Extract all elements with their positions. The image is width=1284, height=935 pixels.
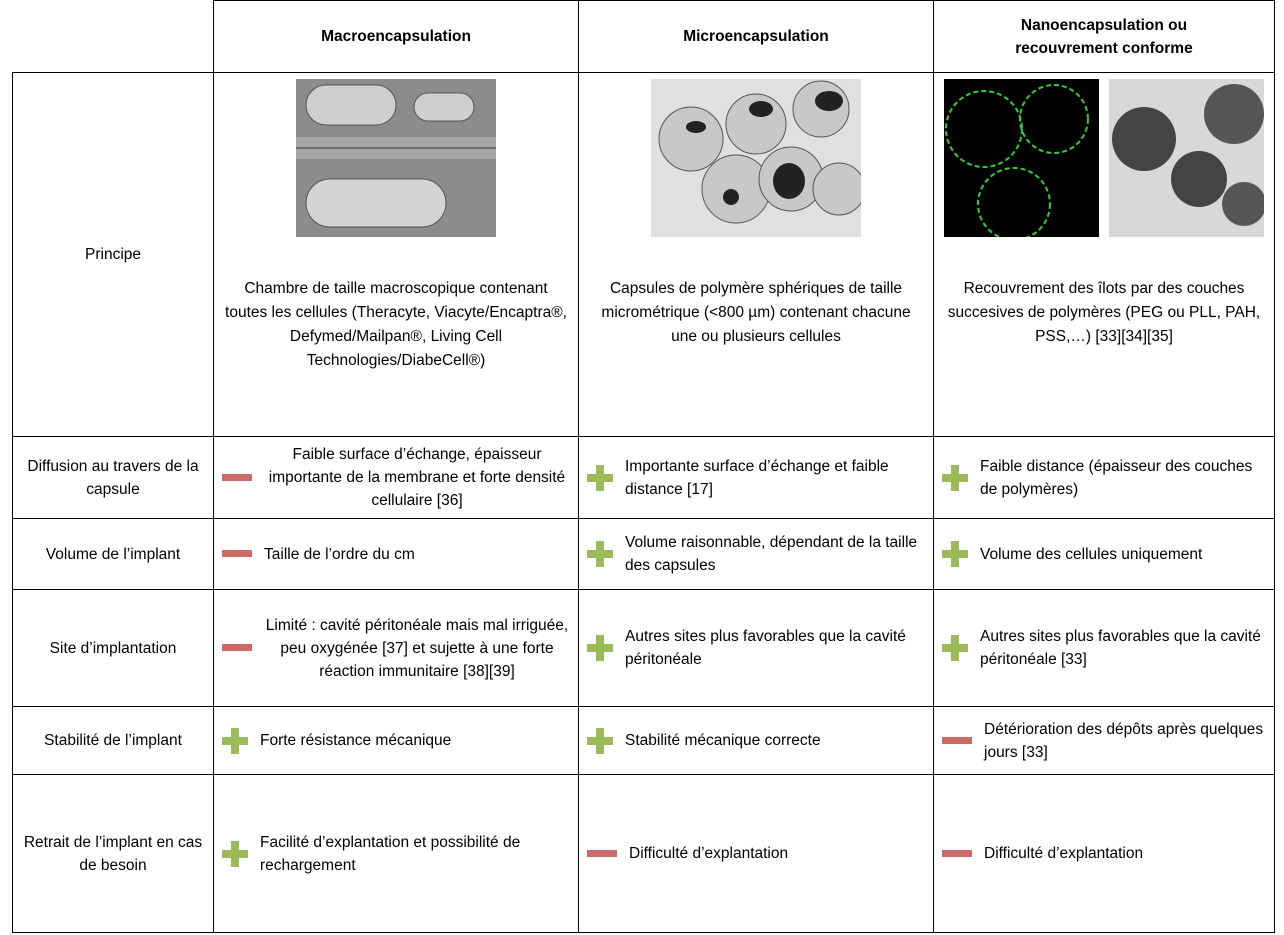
nano-images [944,79,1264,237]
plus-icon [587,727,613,754]
cell-text: Autres sites plus favorables que la cavi… [625,628,906,668]
cell-text: Taille de l’ordre du cm [264,545,415,563]
row-label: Stabilité de l’implant [12,706,214,775]
cell: Autres sites plus favorables que la cavi… [578,589,934,707]
plus-icon [587,541,613,567]
minus-icon [942,736,972,744]
cell: Forte résistance mécanique [213,706,579,775]
plus-icon [942,635,968,661]
cell-text: Importante surface d’échange et faible d… [625,457,889,498]
plus-icon [942,464,968,491]
macro-image [296,79,496,237]
plus-icon [222,727,248,754]
cell: Faible surface d’échange, épaisseur impo… [213,436,579,519]
comparison-table: Macroencapsulation Microencapsulation Na… [12,0,1275,933]
corner-cell [12,0,214,73]
cell-text: Forte résistance mécanique [260,732,452,749]
row-label: Site d’implantation [12,589,214,707]
header-row: Macroencapsulation Microencapsulation Na… [12,0,1275,73]
cell-text: Facilité d’explantation et possibilité d… [260,833,521,874]
cell: Difficulté d’explantation [933,774,1275,933]
cell: Faible distance (épaisseur des couches d… [933,436,1275,519]
cell: Recouvrement des îlots par des couches s… [933,72,1275,437]
cell-text: Difficulté d’explantation [984,845,1144,862]
cell-text: Capsules de polymère sphériques de taill… [601,280,911,345]
cell: Difficulté d’explantation [578,774,934,933]
header-cell: Macroencapsulation [213,0,579,73]
cell-text: Volume des cellules uniquement [980,545,1203,563]
header-cell: Nanoencapsulation ou recouvrement confor… [933,0,1275,73]
cell-text: Volume raisonnable, dépendant de la tail… [625,534,918,574]
row-label: Diffusion au travers de la capsule [12,436,214,519]
cell-text: Faible surface d’échange, épaisseur impo… [268,446,566,509]
minus-icon [222,644,252,651]
cell-text: Faible distance (épaisseur des couches d… [980,457,1253,498]
row-label: Principe [12,72,214,437]
cell: Importante surface d’échange et faible d… [578,436,934,519]
plus-icon [587,635,613,661]
plus-icon [222,840,248,867]
cell: Limité : cavité péritonéale mais mal irr… [213,589,579,707]
row: Volume de l’implant Taille de l’ordre du… [12,518,1275,590]
row: Retrait de l’implant en cas de besoin Fa… [12,774,1275,933]
cell-text: Chambre de taille macroscopique contenan… [225,280,567,369]
cell: Capsules de polymère sphériques de taill… [578,72,934,437]
cell: Autres sites plus favorables que la cavi… [933,589,1275,707]
row-label: Retrait de l’implant en cas de besoin [12,774,214,933]
minus-icon [587,849,617,857]
row: Principe Chambre de taille macroscopique… [12,72,1275,437]
cell-text: Recouvrement des îlots par des couches s… [947,280,1261,345]
micro-image [651,79,861,237]
header-cell: Microencapsulation [578,0,934,73]
cell-text: Autres sites plus favorables que la cavi… [980,628,1261,668]
row: Diffusion au travers de la capsule Faibl… [12,436,1275,519]
minus-icon [222,550,252,557]
cell-text: Stabilité mécanique correcte [625,732,821,749]
cell: Volume raisonnable, dépendant de la tail… [578,518,934,590]
minus-icon [222,473,252,481]
cell: Taille de l’ordre du cm [213,518,579,590]
cell: Volume des cellules uniquement [933,518,1275,590]
row: Stabilité de l’implant Forte résistance … [12,706,1275,775]
cell: Détérioration des dépôts après quelques … [933,706,1275,775]
cell-text: Difficulté d’explantation [629,845,789,862]
cell-text: Détérioration des dépôts après quelques … [984,720,1264,761]
cell: Facilité d’explantation et possibilité d… [213,774,579,933]
cell: Chambre de taille macroscopique contenan… [213,72,579,437]
row: Site d’implantation Limité : cavité péri… [12,589,1275,707]
plus-icon [942,541,968,567]
cell: Stabilité mécanique correcte [578,706,934,775]
cell-text: Limité : cavité péritonéale mais mal irr… [265,616,569,680]
plus-icon [587,464,613,491]
minus-icon [942,849,972,857]
row-label: Volume de l’implant [12,518,214,590]
